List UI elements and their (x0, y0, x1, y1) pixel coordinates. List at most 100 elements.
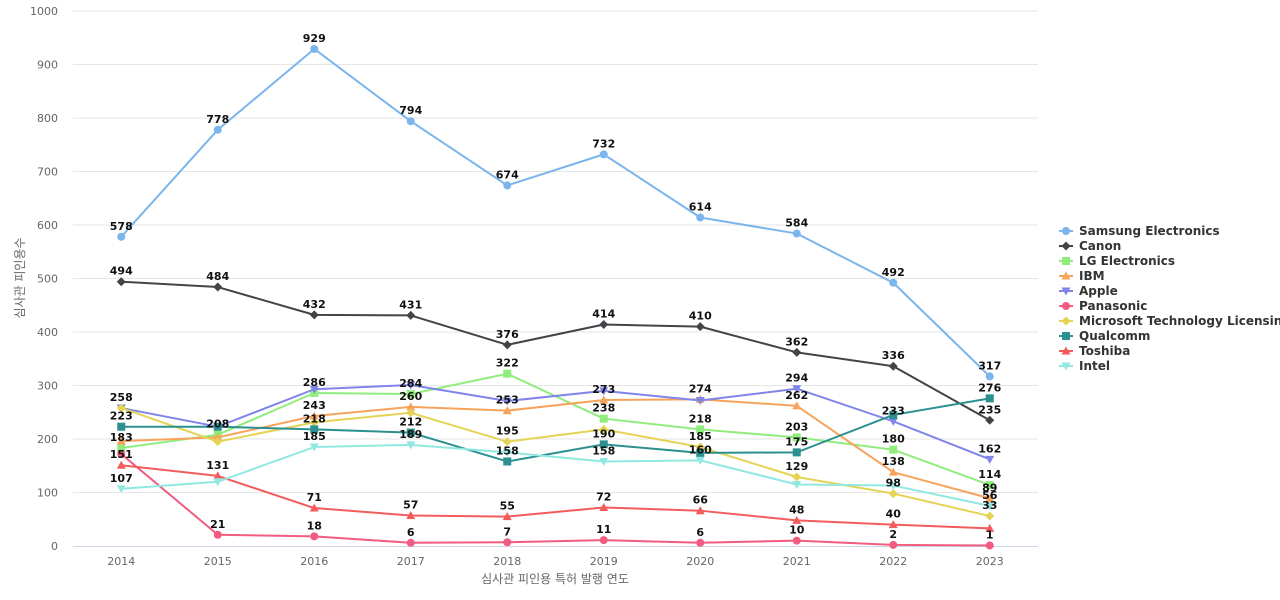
legend-marker (1061, 362, 1071, 371)
data-label: 223 (110, 410, 133, 423)
data-label: 262 (785, 389, 808, 402)
legend-label: Apple (1079, 284, 1118, 298)
data-point (309, 385, 319, 394)
data-point (599, 150, 608, 159)
legend-marker (1061, 346, 1071, 355)
data-label: 794 (399, 104, 422, 117)
data-label: 432 (303, 298, 326, 311)
data-label: 212 (399, 416, 422, 429)
data-point (985, 493, 995, 502)
data-point (695, 396, 705, 405)
legend-label: Qualcomm (1079, 329, 1150, 343)
data-label: 6 (696, 526, 704, 539)
legend-marker (1062, 257, 1070, 265)
legend-item[interactable]: Microsoft Technology Licensing (1059, 314, 1280, 328)
series-line (121, 383, 991, 461)
data-label: 180 (882, 433, 905, 446)
data-label: 114 (978, 468, 1001, 481)
legend-item[interactable]: Canon (1059, 239, 1121, 253)
data-point (213, 471, 223, 480)
data-point (309, 310, 319, 320)
data-point (310, 425, 319, 434)
data-label: 258 (110, 391, 133, 404)
legend-item[interactable]: Samsung Electronics (1059, 224, 1220, 238)
data-label: 732 (592, 137, 615, 150)
data-point (792, 472, 802, 482)
data-point (695, 506, 705, 515)
data-point (696, 425, 705, 434)
series-toshiba (116, 460, 995, 532)
legend-item[interactable]: Intel (1059, 359, 1110, 373)
series-line (120, 407, 990, 518)
x-axis-title: 심사관 피인용 특허 발행 연도 (481, 571, 629, 586)
y-tick-label: 500 (37, 273, 58, 286)
data-point (213, 478, 223, 487)
data-point (889, 410, 898, 419)
data-point (309, 411, 319, 420)
data-label: 431 (399, 298, 422, 311)
data-point (503, 369, 512, 378)
legend-item[interactable]: Toshiba (1059, 344, 1130, 358)
data-point (309, 503, 319, 512)
x-axis-ticks: 2014 2015 2016 2017 2018 2019 2020 2021 2022 2023 (107, 555, 1004, 568)
data-point (985, 455, 995, 464)
data-label: 778 (206, 113, 229, 126)
y-tick-label: 900 (37, 59, 58, 72)
data-point (406, 538, 415, 547)
data-point (502, 448, 512, 457)
y-tick-label: 400 (37, 326, 58, 339)
legend-marker (1062, 332, 1070, 340)
data-point (985, 372, 994, 381)
data-label: 138 (882, 455, 905, 468)
data-label: 158 (592, 444, 615, 457)
data-label: 614 (689, 201, 712, 214)
x-tick-label: 2017 (397, 555, 425, 568)
data-point (116, 485, 126, 494)
data-point (503, 181, 512, 190)
legend-label: Canon (1079, 239, 1121, 253)
data-point (889, 445, 898, 454)
data-point (406, 390, 415, 399)
data-label: 286 (303, 376, 326, 389)
data-label: 494 (110, 265, 133, 278)
data-point (116, 403, 126, 413)
legend-label: IBM (1079, 269, 1105, 283)
data-point (406, 408, 416, 418)
data-label: 89 (982, 481, 997, 494)
legend-item[interactable]: Panasonic (1059, 299, 1147, 313)
x-tick-label: 2023 (976, 555, 1004, 568)
series-line (121, 443, 990, 507)
data-label: 274 (689, 382, 712, 395)
series-line (121, 398, 991, 500)
legend-item[interactable]: IBM (1059, 269, 1105, 283)
legend-marker (1061, 287, 1071, 296)
legend-label: Panasonic (1079, 299, 1147, 313)
data-label: 195 (496, 425, 519, 438)
data-label: 260 (399, 390, 422, 403)
data-point (695, 456, 705, 465)
data-point (599, 424, 609, 434)
legend-item[interactable]: Apple (1059, 284, 1118, 298)
data-label: 317 (978, 359, 1001, 372)
data-label: 33 (982, 499, 997, 512)
legend-item[interactable]: LG Electronics (1059, 254, 1175, 268)
data-point (406, 511, 416, 520)
data-point (502, 340, 512, 350)
legend-item[interactable]: Qualcomm (1059, 329, 1150, 343)
data-point (792, 433, 801, 442)
data-point (792, 229, 801, 238)
data-point (985, 394, 994, 403)
data-point (985, 523, 995, 532)
data-point (213, 530, 222, 539)
data-point (888, 520, 898, 529)
data-label: 129 (785, 460, 808, 473)
data-label: 233 (882, 404, 905, 417)
data-label: 21 (210, 518, 225, 531)
data-label: 162 (978, 442, 1001, 455)
y-axis-title: 심사관 피인용수 (13, 237, 27, 318)
data-point (406, 117, 415, 126)
data-point (116, 460, 126, 469)
data-label: 208 (206, 418, 229, 431)
data-point (599, 414, 608, 423)
data-label: 107 (110, 472, 133, 485)
